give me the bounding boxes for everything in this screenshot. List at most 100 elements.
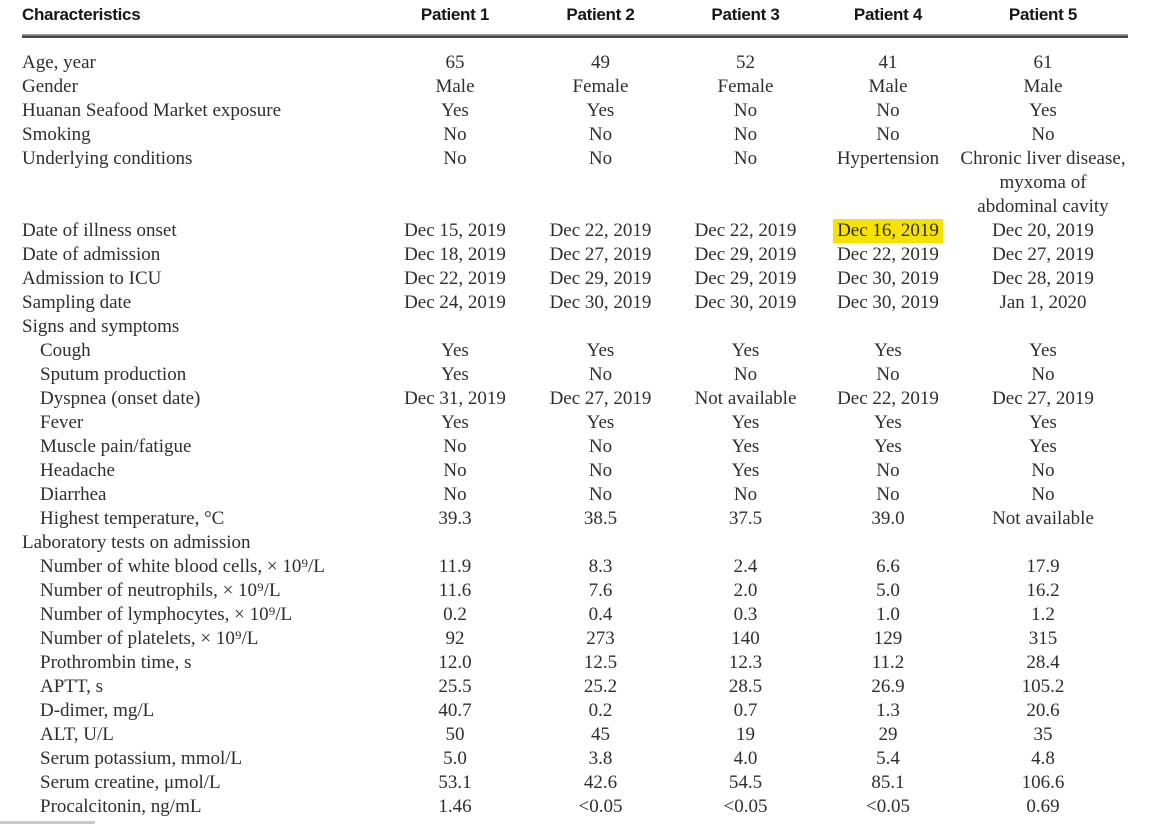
row-label: Underlying conditions	[22, 148, 193, 169]
table-cell: 26.9	[871, 676, 905, 697]
table-cell: 85.1	[871, 772, 905, 793]
table-cell: Dec 27, 2019	[992, 244, 1094, 265]
table-cell: No	[876, 364, 900, 385]
table-cell: 52	[736, 52, 755, 73]
table-cell: Male	[1023, 76, 1063, 97]
table-cell: 1.3	[876, 700, 900, 721]
highlight-mark: Dec 16, 2019	[833, 219, 943, 243]
table-cell: Yes	[586, 340, 615, 361]
column-header-patient-1: Patient 1	[420, 5, 490, 24]
table-cell: No	[443, 124, 467, 145]
row-label: Sputum production	[40, 364, 187, 385]
table-cell: Dec 15, 2019	[404, 220, 506, 241]
table-cell: Male	[435, 76, 475, 97]
table-cell: 0.2	[588, 700, 613, 721]
row-label: Number of white blood cells, × 10⁹/L	[40, 556, 325, 577]
table-cell: Yes	[874, 340, 902, 361]
column-header-patient-5: Patient 5	[1008, 5, 1078, 24]
table-cell: Dec 22, 2019	[837, 388, 939, 409]
table-cell: 7.6	[588, 580, 613, 601]
table-row: Procalcitonin, ng/mL 1.46 <0.05 <0.05 <0.05 0…	[22, 795, 1128, 819]
table-cell: 25.5	[438, 676, 472, 697]
table-cell: <0.05	[578, 796, 623, 817]
column-header-patient-3: Patient 3	[711, 5, 780, 24]
row-label: APTT, s	[40, 676, 103, 697]
table-cell: Dec 27, 2019	[992, 388, 1094, 409]
table-cell: Dec 30, 2019	[549, 292, 652, 313]
table-cell: Jan 1, 2020	[999, 292, 1087, 313]
table-cell: Dec 22, 2019	[694, 220, 797, 241]
section-row: Laboratory tests on admission	[22, 531, 1128, 555]
table-cell: Yes	[731, 460, 760, 481]
table-row: Gender Male Female Female Male Male	[22, 75, 1128, 99]
table-cell: No	[1031, 364, 1055, 385]
table-cell: Female	[572, 76, 629, 97]
table-cell: Yes	[731, 340, 760, 361]
table-cell: 92	[445, 628, 465, 649]
table-cell: Yes	[441, 100, 469, 121]
table-cell: Dec 29, 2019	[549, 268, 652, 289]
column-header-patient-4: Patient 4	[853, 5, 923, 24]
table-row: Fever Yes Yes Yes Yes Yes	[22, 411, 1128, 435]
table-cell: 28.5	[728, 676, 763, 697]
table-row: Diarrhea No No No No No	[22, 483, 1128, 507]
table-cell: No	[588, 148, 613, 169]
table-cell: 129	[873, 628, 903, 649]
row-label: Diarrhea	[40, 484, 107, 505]
table-cell: Dec 22, 2019	[404, 268, 506, 289]
row-label: Smoking	[22, 124, 91, 145]
table-cell: Dec 29, 2019	[694, 244, 797, 265]
table-cell: No	[588, 460, 613, 481]
table-cell: Dec 28, 2019	[992, 268, 1094, 289]
table-body: Age, year 65 49 52 41 61 Gender Male Female Femal…	[22, 38, 1128, 819]
table-cell: Yes	[874, 436, 902, 457]
row-label: Prothrombin time, s	[40, 652, 192, 673]
table-cell: Dec 29, 2019	[694, 268, 797, 289]
table-cell: Yes	[731, 436, 760, 457]
table-cell: Dec 30, 2019	[694, 292, 797, 313]
table-row: Number of platelets, × 10⁹/L 92 273 140 129 3…	[22, 627, 1128, 651]
table-cell: Yes	[1029, 436, 1057, 457]
table-cell: Yes	[1029, 100, 1057, 121]
table-row: Number of lymphocytes, × 10⁹/L 0.2 0.4 0.3 1…	[22, 603, 1128, 627]
column-header-characteristics: Characteristics	[22, 5, 141, 24]
table-cell: Yes	[586, 100, 615, 121]
column-header-patient-2: Patient 2	[566, 5, 635, 24]
table-cell: No	[1031, 484, 1055, 505]
table-cell: 0.7	[733, 700, 758, 721]
row-label: Number of lymphocytes, × 10⁹/L	[40, 604, 293, 625]
table-cell: Yes	[441, 412, 469, 433]
row-label: Procalcitonin, ng/mL	[40, 796, 202, 817]
table-row: Date of illness onset Dec 15, 2019 Dec 22,…	[22, 219, 1128, 243]
table-cell: Yes	[874, 412, 902, 433]
table-cell: No	[443, 484, 467, 505]
table-cell: 37.5	[728, 508, 763, 529]
table-row: Number of white blood cells, × 10⁹/L 11.9…	[22, 555, 1128, 579]
table-cell: 49	[591, 52, 610, 73]
table-cell: Yes	[1029, 412, 1057, 433]
table-cell: 105.2	[1021, 676, 1065, 697]
table-cell: No	[588, 484, 613, 505]
row-label: Laboratory tests on admission	[22, 532, 251, 553]
table-cell	[958, 531, 1128, 555]
table-cell	[382, 315, 528, 339]
table-cell: No	[443, 436, 467, 457]
table-cell: 0.69	[1026, 796, 1060, 817]
table-cell: Dec 27, 2019	[549, 388, 652, 409]
table-cell: 39.0	[871, 508, 905, 529]
row-label: D-dimer, mg/L	[40, 700, 155, 721]
patient-characteristics-table: Characteristics Patient 1 Patient 2 Pati…	[22, 5, 1128, 819]
table-cell: Yes	[441, 340, 469, 361]
section-row: Signs and symptoms	[22, 315, 1128, 339]
header-row: Characteristics Patient 1 Patient 2 Pati…	[22, 5, 1128, 34]
row-label: Fever	[40, 412, 84, 433]
table-row: Serum creatine, μmol/L 53.1 42.6 54.5 85.1 10…	[22, 771, 1128, 795]
row-label: ALT, U/L	[40, 724, 114, 745]
table-cell: Dec 24, 2019	[404, 292, 506, 313]
table-cell: <0.05	[866, 796, 910, 817]
table-cell: 140	[731, 628, 760, 649]
table-cell: No	[733, 148, 758, 169]
table-cell: 12.3	[728, 652, 763, 673]
table-cell: 61	[1033, 52, 1053, 73]
table-cell: 0.4	[588, 604, 613, 625]
